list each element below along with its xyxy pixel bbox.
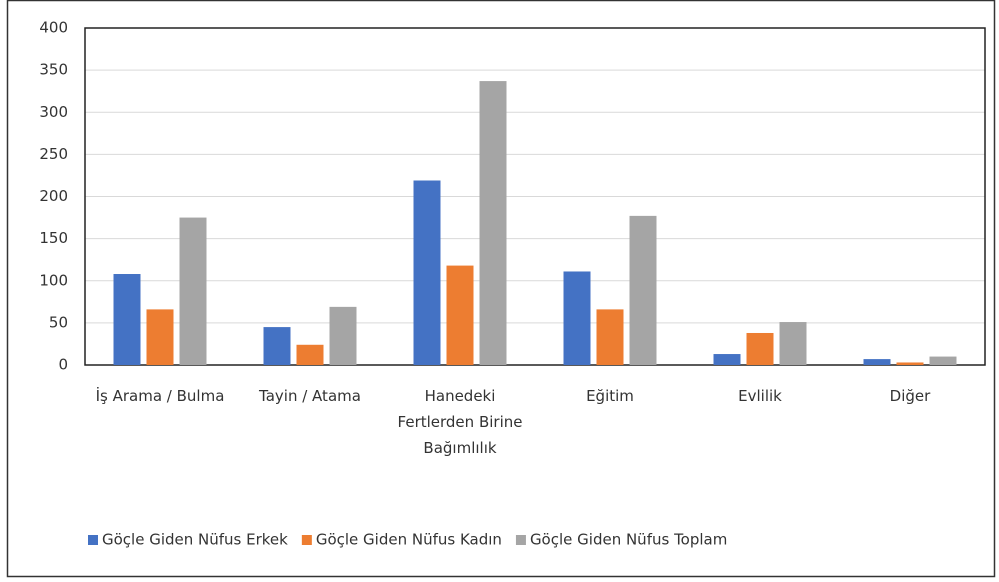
legend-label: Göçle Giden Nüfus Erkek [102,531,288,549]
bar [446,265,474,365]
bar [329,306,357,365]
bar [713,354,741,365]
bar [413,180,441,365]
bar [479,81,507,365]
y-tick-label: 150 [39,229,68,247]
x-tick-label: Eğitim [586,387,634,405]
legend-swatch [515,535,526,545]
y-tick-label: 200 [39,187,68,205]
x-tick-label: İş Arama / Bulma [95,387,225,405]
bar [179,217,207,365]
bar [929,356,957,365]
legend-swatch [88,535,98,545]
legend-label: Göçle Giden Nüfus Toplam [530,531,727,549]
bar [596,309,624,365]
bar [779,322,807,365]
x-tick-label: Hanedeki Fertlerden Birine Bağımlılık [397,387,523,457]
x-tick-label: Diğer [889,387,931,405]
y-tick-label: 350 [39,61,68,79]
plot-border [84,27,986,366]
y-tick-label: 250 [39,145,68,163]
bar [746,332,774,365]
bar [113,274,141,365]
legend-swatch [301,535,312,545]
x-tick-label: Evlilik [738,387,782,405]
bar [863,359,891,365]
chart-border [6,0,996,578]
y-tick-label: 100 [39,271,68,289]
bar [263,327,291,365]
y-tick-label: 50 [49,313,68,331]
bar [296,344,324,365]
y-tick-label: 0 [58,356,68,374]
bar [563,271,591,365]
legend-label: Göçle Giden Nüfus Kadın [316,531,502,549]
bar [896,362,924,365]
x-tick-label: Tayin / Atama [259,387,361,405]
y-tick-label: 400 [39,19,68,37]
y-tick-label: 300 [39,103,68,121]
bar [146,309,174,365]
bar [629,215,657,365]
